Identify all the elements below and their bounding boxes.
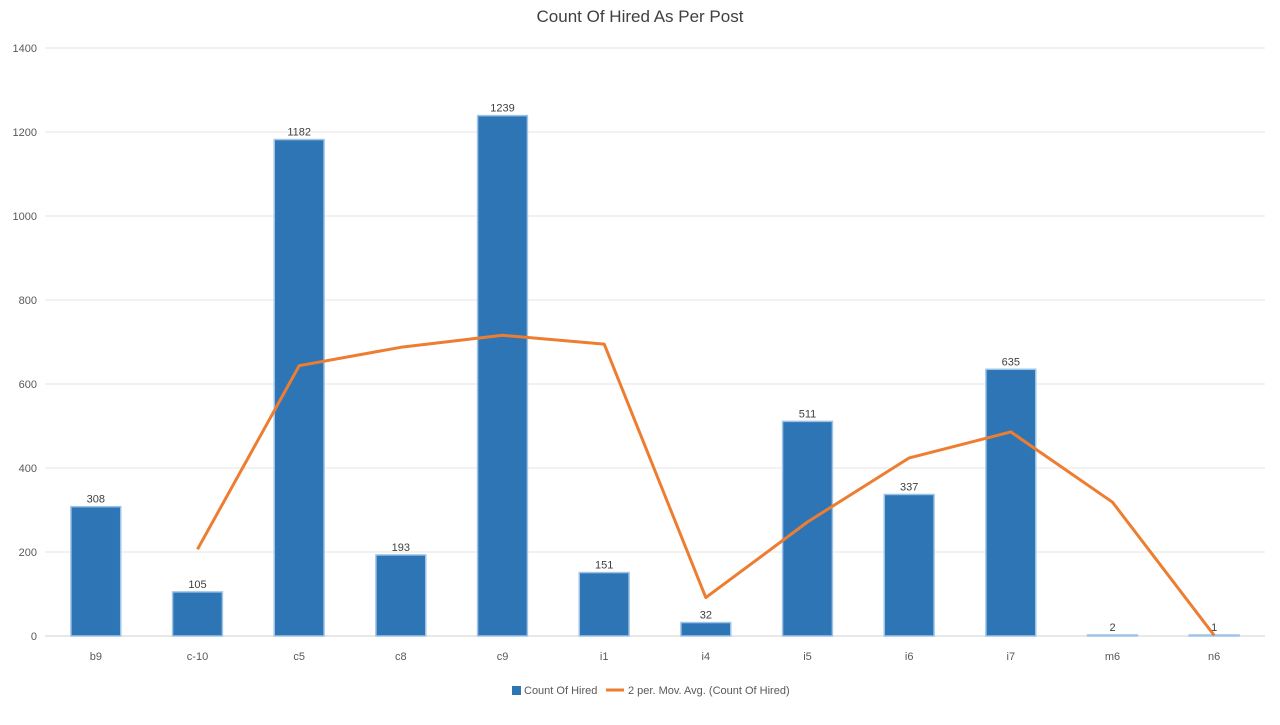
legend-line-label: 2 per. Mov. Avg. (Count Of Hired)	[628, 685, 790, 697]
bar-series	[70, 114, 1240, 637]
bar-i4	[680, 621, 732, 637]
y-tick-label: 600	[19, 379, 37, 391]
y-tick-label: 0	[31, 631, 37, 643]
x-axis-ticks: b9 c-10 c5 c8 c9 i1 i4 i5 i6 i7 m6 n6	[90, 651, 1221, 663]
x-tick-label: n6	[1208, 651, 1220, 663]
data-label-i6: 337	[900, 481, 918, 493]
bar-c8	[375, 554, 427, 637]
bar-i6	[883, 493, 935, 637]
y-tick-label: 400	[19, 463, 37, 475]
legend: Count Of Hired 2 per. Mov. Avg. (Count Of…	[512, 685, 790, 697]
y-tick-label: 800	[19, 295, 37, 307]
data-label-c9: 1239	[490, 103, 514, 115]
bar-b9	[70, 505, 122, 637]
x-tick-label: i5	[803, 651, 812, 663]
data-label-i7: 635	[1002, 356, 1020, 368]
y-tick-label: 1000	[13, 211, 37, 223]
data-label-c-10: 105	[188, 579, 206, 591]
data-labels: 308 105 1182 193 1239 151 32 511 337 635 2 1	[87, 103, 1218, 634]
y-tick-label: 1400	[13, 43, 37, 55]
data-label-i4: 32	[700, 610, 712, 622]
data-label-c5: 1182	[287, 127, 311, 139]
bar-i1	[578, 571, 630, 637]
chart-title: Count Of Hired As Per Post	[537, 7, 744, 26]
x-tick-label: i7	[1007, 651, 1016, 663]
bar-i7	[985, 368, 1037, 637]
bar-c9	[476, 114, 529, 637]
data-label-i1: 151	[595, 560, 613, 572]
data-label-b9: 308	[87, 494, 105, 506]
x-tick-label: i4	[702, 651, 711, 663]
gridlines	[45, 47, 1265, 637]
x-tick-label: c5	[293, 651, 305, 663]
data-label-i5: 511	[799, 408, 817, 420]
x-tick-label: c-10	[187, 651, 208, 663]
y-tick-label: 200	[19, 547, 37, 559]
bar-c-10	[171, 591, 224, 637]
legend-bar-swatch	[512, 686, 521, 695]
x-tick-label: b9	[90, 651, 102, 663]
x-tick-label: i6	[905, 651, 914, 663]
x-tick-label: m6	[1105, 651, 1120, 663]
moving-average-line	[196, 333, 1216, 637]
y-axis-ticks: 0 200 400 600 800 1000 1200 1400	[13, 43, 37, 643]
bar-m6	[1086, 634, 1139, 637]
legend-bar-label: Count Of Hired	[524, 685, 597, 697]
x-tick-label: i1	[600, 651, 609, 663]
x-tick-label: c8	[395, 651, 407, 663]
moving-average-series	[196, 333, 1216, 637]
data-label-n6: 1	[1211, 622, 1217, 634]
data-label-m6: 2	[1109, 622, 1115, 634]
bar-i5	[781, 420, 834, 637]
bar-c5	[273, 138, 325, 637]
x-tick-label: c9	[497, 651, 509, 663]
y-tick-label: 1200	[13, 127, 37, 139]
data-label-c8: 193	[392, 542, 410, 554]
